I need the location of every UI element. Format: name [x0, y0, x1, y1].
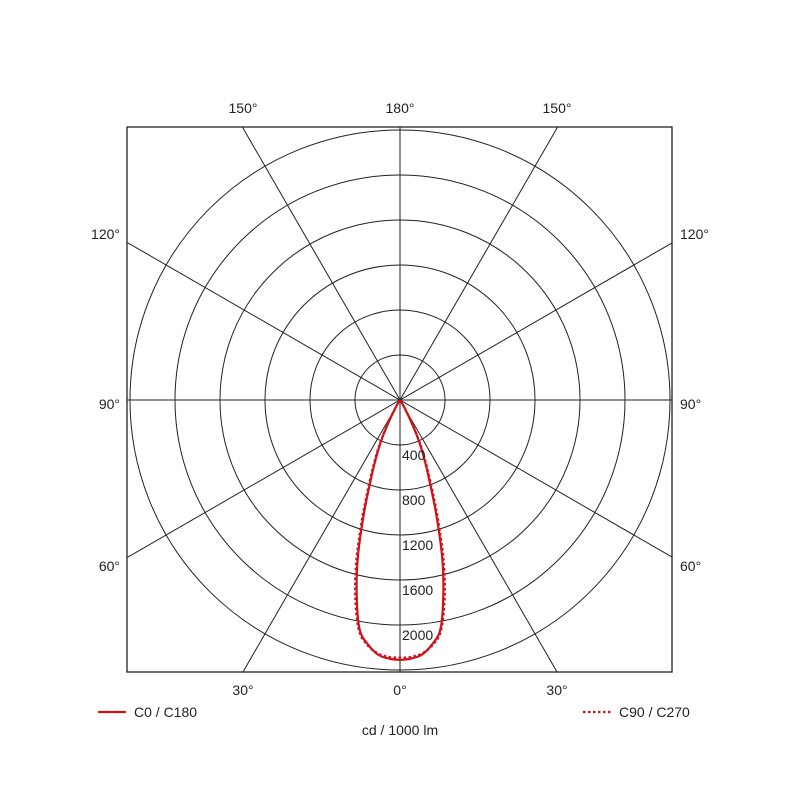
legend-label-c0-c180: C0 / C180: [134, 704, 197, 720]
curve-c90-c270: [354, 399, 446, 659]
legend-label-c90-c270: C90 / C270: [619, 704, 690, 720]
angle-label-top-left: 150°: [229, 100, 258, 116]
angle-label-right-90: 90°: [680, 396, 701, 412]
angle-label-right-120: 120°: [680, 226, 709, 242]
radial-tick-label: 800: [402, 492, 426, 508]
unit-label: cd / 1000 lm: [362, 722, 438, 738]
radial-tick-label: 1200: [402, 537, 433, 553]
angle-label-left-90: 90°: [99, 396, 120, 412]
radial-tick-label: 400: [402, 447, 426, 463]
radial-tick-label: 1600: [402, 582, 433, 598]
plot-frame: [126, 126, 673, 673]
angle-label-top-right: 150°: [543, 100, 572, 116]
intensity-curves: [354, 399, 446, 662]
angle-label-top-center: 180°: [386, 100, 415, 116]
angle-label-left-60: 60°: [99, 558, 120, 574]
angle-label-bottom-left: 30°: [232, 682, 253, 698]
angle-label-bottom-right: 30°: [546, 682, 567, 698]
angle-label-right-60: 60°: [680, 558, 701, 574]
radial-tick-labels: 400 800 1200 1600 2000: [402, 447, 433, 643]
angle-label-left-120: 120°: [91, 226, 120, 242]
angle-label-bottom-center: 0°: [393, 682, 406, 698]
radial-tick-label: 2000: [402, 627, 433, 643]
